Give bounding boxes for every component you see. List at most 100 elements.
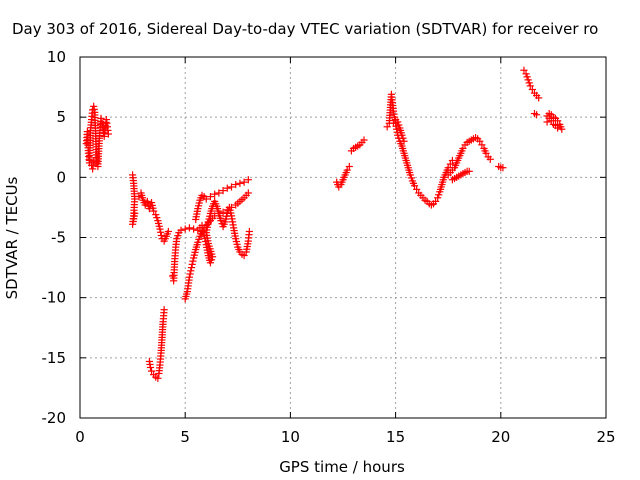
data-point — [90, 158, 98, 166]
data-point — [131, 209, 139, 218]
ticks — [79, 56, 607, 419]
data-point — [185, 273, 194, 281]
data-point — [554, 117, 562, 125]
data-point — [232, 180, 240, 189]
y-tick-label: 5 — [56, 108, 66, 126]
data-point — [245, 227, 253, 236]
data-point — [525, 79, 533, 87]
data-point — [215, 189, 223, 197]
data-point — [240, 178, 248, 186]
data-point — [227, 183, 236, 191]
data-point — [153, 214, 161, 222]
data-point — [202, 195, 210, 203]
data-point — [407, 174, 415, 182]
data-point — [532, 111, 541, 119]
data-point — [413, 185, 421, 193]
data-point — [554, 124, 562, 132]
data-point — [188, 260, 196, 268]
data-point — [343, 166, 351, 174]
data-point — [406, 171, 414, 179]
x-tick-labels: 0 5 10 15 20 25 — [75, 428, 615, 446]
data-points — [82, 66, 566, 382]
y-tick-label: -15 — [42, 349, 67, 367]
data-point — [410, 182, 419, 190]
data-point — [526, 82, 534, 90]
data-point — [400, 137, 408, 145]
data-point — [389, 119, 398, 127]
data-point — [156, 225, 164, 233]
data-point — [206, 259, 215, 267]
data-point — [177, 226, 185, 234]
data-point — [431, 197, 440, 205]
data-point — [499, 164, 507, 172]
plot-frame — [79, 56, 607, 419]
data-point — [486, 155, 494, 163]
data-point — [522, 70, 530, 78]
y-tick-label: 0 — [56, 168, 66, 186]
data-point — [482, 149, 490, 157]
data-point — [459, 144, 467, 153]
data-point — [147, 367, 156, 375]
data-point — [240, 251, 248, 260]
data-point — [185, 224, 194, 232]
data-point — [528, 85, 536, 94]
data-point — [558, 125, 566, 133]
data-point — [217, 217, 225, 225]
y-tick-label: 10 — [47, 48, 66, 66]
data-point — [394, 118, 402, 126]
y-axis-label: SDTVAR / TECUs — [3, 176, 21, 299]
data-point — [97, 114, 105, 122]
data-point — [160, 306, 168, 314]
data-point — [434, 194, 442, 202]
x-tick-label: 20 — [491, 428, 510, 446]
x-tick-label: 10 — [281, 428, 300, 446]
x-tick-label: 25 — [596, 428, 615, 446]
data-point — [465, 167, 473, 175]
data-point — [219, 186, 227, 195]
data-point — [173, 235, 181, 243]
data-point — [189, 257, 197, 265]
data-point — [446, 160, 454, 168]
data-point — [152, 211, 160, 219]
axes — [79, 56, 607, 419]
data-point — [444, 164, 452, 172]
data-point — [399, 134, 407, 142]
data-point — [187, 263, 196, 272]
data-point — [206, 192, 215, 201]
data-point — [194, 238, 202, 246]
data-point — [520, 66, 528, 74]
chart-title: Day 303 of 2016, Sidereal Day-to-day VTE… — [12, 20, 598, 38]
data-point — [476, 137, 484, 145]
data-point — [157, 231, 165, 240]
x-tick-label: 0 — [75, 428, 85, 446]
data-point — [223, 184, 231, 192]
data-point — [195, 235, 203, 243]
data-point — [236, 179, 244, 187]
data-point — [186, 270, 194, 278]
data-point — [104, 130, 113, 138]
data-point — [360, 136, 368, 144]
data-point — [187, 267, 195, 275]
data-point — [535, 94, 543, 102]
data-point — [190, 225, 198, 233]
data-point — [181, 225, 189, 233]
data-point — [345, 162, 353, 171]
data-point — [398, 131, 406, 139]
data-point — [154, 374, 162, 382]
data-point — [219, 208, 227, 216]
y-tick-label: -10 — [42, 289, 67, 307]
data-point — [383, 123, 391, 131]
data-point — [164, 227, 172, 236]
data-point — [543, 118, 551, 126]
data-point — [211, 190, 219, 198]
y-tick-labels: -20 -15 -10 -5 0 5 10 — [42, 48, 67, 427]
data-point — [478, 141, 486, 149]
data-point — [174, 232, 182, 240]
data-point — [395, 121, 403, 129]
data-point — [157, 228, 165, 236]
data-point — [523, 73, 531, 81]
data-point — [435, 191, 443, 199]
data-point — [547, 117, 555, 125]
x-tick-label: 15 — [386, 428, 405, 446]
